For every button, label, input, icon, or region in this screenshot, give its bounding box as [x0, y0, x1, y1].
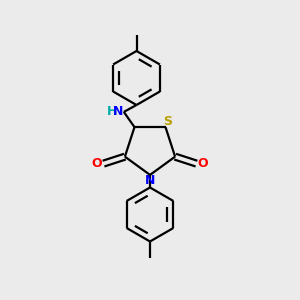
Text: S: S	[164, 115, 172, 128]
Text: H: H	[106, 105, 117, 118]
Text: O: O	[198, 157, 208, 170]
Text: O: O	[92, 157, 102, 170]
Text: N: N	[113, 105, 124, 118]
Text: N: N	[145, 174, 155, 188]
